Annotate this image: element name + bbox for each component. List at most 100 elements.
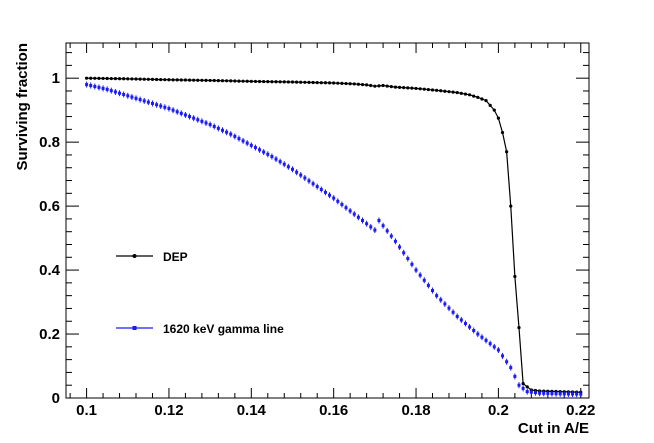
gamma-point [175,110,179,114]
dep-point [476,95,480,99]
gamma-point [562,392,566,396]
gamma-point [344,206,348,210]
gamma-point [529,390,533,394]
gamma-point [204,121,208,125]
dep-point [484,98,488,103]
dep-point [159,77,163,82]
gamma-point [575,392,579,396]
dep-point [459,91,463,95]
gamma-point [315,185,319,189]
dep-point [220,79,225,83]
dep-point [183,78,188,82]
axis-ticks [66,43,589,399]
gamma-point [566,392,570,396]
gamma-point [138,98,142,102]
gamma-point [150,101,154,105]
gamma-point [303,176,307,180]
dep-point [332,81,336,85]
dep-point [517,326,521,330]
dep-point [365,83,369,87]
legend-entry-dep: DEP [116,250,188,264]
gamma-point [505,360,509,364]
dep-point [130,77,134,81]
x-tick-label: 0.2 [488,402,509,419]
gamma-point [398,245,402,249]
gamma-point [237,137,241,141]
dep-point [472,94,476,98]
dep-point [492,108,496,112]
dep-point [455,90,459,95]
dep-point [270,80,274,84]
gamma-point [85,83,89,87]
gamma-point [414,268,418,272]
x-tick-label: 0.18 [401,402,430,419]
gamma-point [459,318,463,322]
gamma-point [109,89,113,93]
gamma-point [546,391,550,395]
gamma-point [521,386,525,390]
gamma-point [509,366,513,370]
gamma-point [393,239,397,243]
dep-point [122,77,126,81]
gamma-point [443,302,447,306]
dep-point [167,78,171,82]
y-tick-label: 0.2 [39,326,60,343]
gamma-point [554,392,558,396]
gamma-point [192,116,196,120]
gamma-point [290,167,294,171]
dep-point [282,80,286,84]
gamma-point [155,103,159,107]
gamma-point [208,123,212,127]
dep-point [150,77,155,81]
dep-point [257,79,262,84]
dep-point [274,80,278,84]
gamma-point [216,126,220,130]
gamma-point [451,310,455,314]
dep-point [105,76,109,81]
gamma-point [323,190,327,194]
plot-frame [65,42,590,399]
dep-point [290,80,295,84]
dep-point [192,78,196,82]
gamma-point [105,87,109,91]
dep-point [336,81,340,85]
dep-point [422,87,426,91]
gamma-point [533,391,537,395]
gamma-point [274,157,278,161]
dep-point [117,77,122,81]
gamma-point [373,228,377,232]
dep-point [233,79,237,83]
gamma-point [299,173,303,177]
gamma-point [472,329,476,333]
gamma-point [245,141,249,145]
gamma-point [188,115,192,119]
plot-area-border [65,42,590,399]
gamma-point [332,196,336,200]
dep-point [319,81,323,85]
dep-point [93,76,97,80]
gamma-point [579,392,583,396]
gamma-point [336,199,340,203]
gamma-point [402,251,406,255]
dep-point [389,85,393,89]
series-gamma-line [85,81,583,398]
gamma-point [385,229,389,233]
dep-point [426,87,430,92]
gamma-point [418,273,422,277]
gamma-point [410,262,414,266]
gamma-point [513,374,517,378]
dep-point [377,84,381,88]
dep-point [505,150,509,154]
dep-point [200,78,204,82]
dep-point [373,84,377,88]
legend-marker-dep [132,254,137,258]
gamma-point [455,314,459,318]
dep-point [262,79,266,84]
dep-point [496,116,501,120]
gamma-point [328,193,332,197]
x-tick-label: 0.22 [566,402,595,419]
gamma-point [286,165,290,169]
dep-point [245,79,249,83]
dep-point [414,86,418,91]
